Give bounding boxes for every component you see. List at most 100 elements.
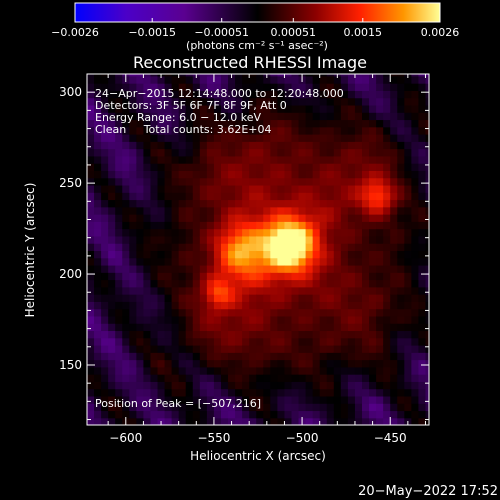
heatmap-cell xyxy=(220,170,229,179)
heatmap-cell xyxy=(228,119,236,128)
heatmap-cell xyxy=(340,243,349,252)
heatmap-cell xyxy=(115,337,123,346)
heatmap-cell xyxy=(425,177,429,186)
heatmap-cell xyxy=(143,104,152,113)
heatmap-cell xyxy=(284,388,293,397)
heatmap-cell xyxy=(326,388,335,397)
heatmap-cell xyxy=(242,163,250,171)
heatmap-cell xyxy=(291,315,300,324)
heatmap-cell xyxy=(242,177,250,186)
heatmap-cell xyxy=(150,366,159,375)
heatmap-cell xyxy=(249,294,257,302)
heatmap-cell xyxy=(150,286,159,295)
heatmap-cell xyxy=(150,344,159,353)
heatmap-cell xyxy=(333,155,342,164)
heatmap-cell xyxy=(129,250,137,259)
heatmap-cell xyxy=(235,243,243,252)
heatmap-cell xyxy=(291,337,300,346)
heatmap-cell xyxy=(87,279,95,288)
heatmap-cell xyxy=(220,286,229,295)
heatmap-cell xyxy=(129,243,137,252)
heatmap-cell xyxy=(220,141,229,150)
heatmap-cell xyxy=(312,243,321,252)
heatmap-cell xyxy=(157,272,166,281)
heatmap-cell xyxy=(312,294,321,302)
heatmap-cell xyxy=(404,359,412,368)
heatmap-cell xyxy=(164,214,173,222)
heatmap-cell xyxy=(383,366,391,375)
heatmap-cell xyxy=(291,75,300,84)
heatmap-cell xyxy=(192,264,201,273)
heatmap-cell xyxy=(362,228,370,237)
heatmap-cell xyxy=(206,337,215,346)
heatmap-cell xyxy=(249,221,257,230)
heatmap-cell xyxy=(136,388,145,397)
heatmap-cell xyxy=(256,286,264,295)
heatmap-cell xyxy=(256,119,264,128)
heatmap-cell xyxy=(108,264,116,273)
heatmap-cell xyxy=(418,250,427,259)
heatmap-cell xyxy=(108,74,116,77)
heatmap-cell xyxy=(213,359,222,368)
heatmap-cell xyxy=(206,74,215,77)
heatmap-cell xyxy=(192,199,201,208)
heatmap-cell xyxy=(404,148,412,157)
heatmap-cell xyxy=(115,199,123,208)
heatmap-cell xyxy=(305,126,314,135)
heatmap-cell xyxy=(199,264,208,273)
heatmap-cell xyxy=(235,294,243,302)
heatmap-cell xyxy=(101,83,109,91)
heatmap-cell xyxy=(213,192,222,201)
heatmap-cell xyxy=(192,315,201,324)
heatmap-cell xyxy=(213,410,222,419)
heatmap-cell xyxy=(185,134,194,142)
heatmap-cell xyxy=(206,344,215,353)
heatmap-cell xyxy=(411,294,420,302)
heatmap-cell xyxy=(185,177,194,186)
heatmap-cell xyxy=(185,112,194,121)
heatmap-cell xyxy=(242,192,250,201)
heatmap-cell xyxy=(270,359,278,368)
heatmap-cell xyxy=(362,272,370,281)
heatmap-cell xyxy=(397,192,405,201)
heatmap-cell xyxy=(291,381,300,390)
heatmap-cell xyxy=(108,410,116,419)
heatmap-cell xyxy=(305,83,314,91)
heatmap-cell xyxy=(122,112,130,121)
colorbar: −0.0026 −0.0015 −0.00051 0.00051 0.0015 0.002… xyxy=(51,2,459,52)
heatmap-cell xyxy=(136,272,145,281)
heatmap-cell xyxy=(171,410,180,419)
heatmap-cell xyxy=(404,272,412,281)
heatmap-cell xyxy=(390,374,398,382)
heatmap-cell xyxy=(369,83,377,91)
heatmap-cell xyxy=(376,177,384,186)
heatmap-cell xyxy=(178,366,187,375)
heatmap-cell xyxy=(305,374,314,382)
heatmap-cell xyxy=(129,134,137,142)
heatmap-cell xyxy=(178,83,187,91)
heatmap-cell xyxy=(347,264,356,273)
heatmap-cell xyxy=(256,264,264,273)
heatmap-cell xyxy=(213,206,222,215)
heatmap-cell xyxy=(143,75,152,84)
heatmap-cell xyxy=(122,337,130,346)
heatmap-cell xyxy=(94,250,102,259)
heatmap-cell xyxy=(157,134,166,142)
heatmap-cell xyxy=(171,177,180,186)
heatmap-cell xyxy=(263,301,271,310)
heatmap-cell xyxy=(390,141,398,150)
heatmap-cell xyxy=(171,119,180,128)
heatmap-cell xyxy=(263,184,271,193)
heatmap-cell xyxy=(256,192,264,201)
heatmap-cell xyxy=(383,301,391,310)
heatmap-cell xyxy=(404,97,412,106)
heatmap-cell xyxy=(418,119,427,128)
heatmap-cell xyxy=(411,403,420,412)
heatmap-cell xyxy=(326,235,335,244)
heatmap-cell xyxy=(178,417,187,425)
heatmap-cell xyxy=(94,381,102,390)
heatmap-cell xyxy=(94,330,102,339)
heatmap-cell xyxy=(228,134,236,142)
heatmap-cell xyxy=(220,323,229,332)
heatmap-cell xyxy=(263,221,271,230)
